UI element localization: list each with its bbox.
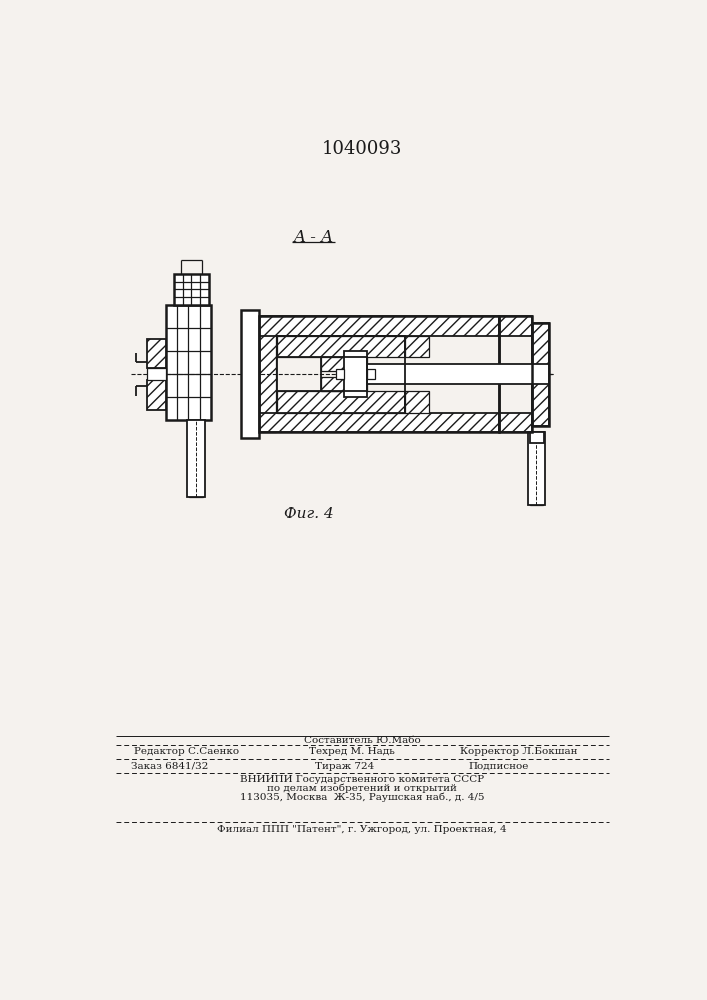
Bar bbox=[321, 357, 368, 391]
Bar bbox=[187, 420, 206, 497]
Bar bbox=[404, 336, 429, 357]
Bar bbox=[146, 380, 166, 410]
Bar bbox=[241, 310, 259, 438]
Bar bbox=[276, 336, 404, 357]
Text: Подписное: Подписное bbox=[469, 762, 530, 771]
Text: Филиал ППП "Патент", г. Ужгород, ул. Проектная, 4: Филиал ППП "Патент", г. Ужгород, ул. Про… bbox=[217, 825, 507, 834]
Text: A - A: A - A bbox=[293, 229, 333, 246]
Bar bbox=[530, 432, 544, 443]
Text: Техред М. Надь: Техред М. Надь bbox=[309, 747, 395, 756]
Bar bbox=[146, 368, 166, 380]
Bar bbox=[259, 316, 276, 432]
Bar bbox=[368, 369, 375, 379]
Text: Заказ 6841/32: Заказ 6841/32 bbox=[131, 762, 209, 771]
Bar bbox=[499, 316, 532, 336]
Text: Редактор С.Саенко: Редактор С.Саенко bbox=[134, 747, 240, 756]
Text: Фиг. 4: Фиг. 4 bbox=[284, 507, 334, 521]
Bar bbox=[499, 316, 532, 432]
Bar bbox=[259, 316, 499, 432]
Bar bbox=[259, 413, 499, 432]
Bar bbox=[530, 491, 542, 505]
Bar bbox=[499, 413, 532, 432]
Text: Тираж 724: Тираж 724 bbox=[315, 762, 374, 771]
Bar bbox=[189, 483, 203, 497]
Bar bbox=[532, 323, 549, 426]
Text: 1040093: 1040093 bbox=[322, 140, 402, 158]
Bar bbox=[368, 364, 549, 384]
Bar bbox=[146, 339, 166, 368]
Bar bbox=[532, 323, 549, 426]
Text: 113035, Москва  Ж-35, Раушская наб., д. 4/5: 113035, Москва Ж-35, Раушская наб., д. 4… bbox=[240, 793, 484, 802]
Bar bbox=[404, 391, 429, 413]
Text: Составитель Ю.Мабо: Составитель Ю.Мабо bbox=[303, 736, 421, 745]
Text: по делам изобретений и открытий: по делам изобретений и открытий bbox=[267, 784, 457, 793]
Bar bbox=[344, 351, 368, 397]
Text: Корректор Л.Бокшан: Корректор Л.Бокшан bbox=[460, 747, 577, 756]
Bar bbox=[166, 305, 211, 420]
Bar bbox=[175, 274, 209, 305]
Bar bbox=[321, 357, 368, 371]
Bar bbox=[528, 432, 545, 505]
Text: ВНИИПИ Государственного комитета СССР: ВНИИПИ Государственного комитета СССР bbox=[240, 775, 484, 784]
Bar bbox=[259, 316, 499, 336]
Bar bbox=[276, 391, 404, 413]
Bar bbox=[337, 369, 344, 379]
Bar bbox=[276, 336, 404, 413]
Bar bbox=[321, 377, 368, 391]
